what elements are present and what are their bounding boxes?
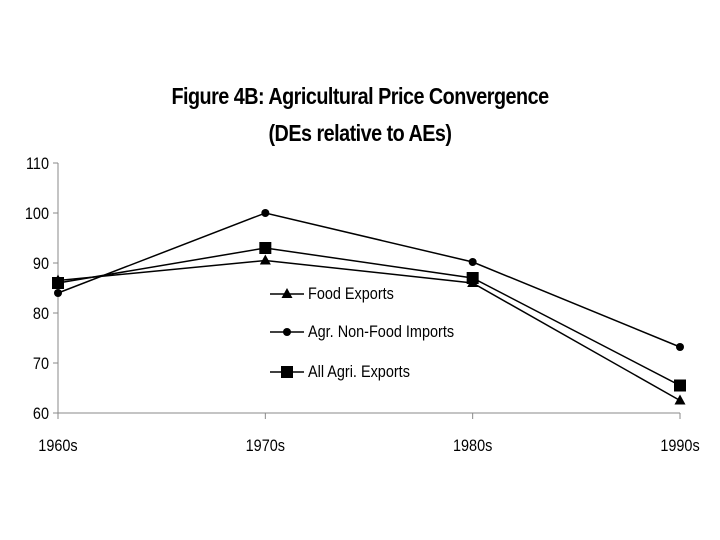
data-point-agr-non-food-imports [54, 289, 62, 297]
series-line-all-agri-exports [57, 247, 681, 387]
y-tick-label: 60 [33, 405, 49, 423]
chart-subtitle: (DEs relative to AEs) [268, 120, 452, 146]
chart-title: Figure 4B: Agricultural Price Convergenc… [171, 83, 549, 109]
data-point-food-exports [259, 254, 271, 265]
series-line-agr-non-food-imports [57, 212, 681, 348]
data-point-agr-non-food-imports [261, 209, 270, 217]
data-point-all-agri-exports [259, 242, 272, 254]
y-tick-label: 100 [25, 205, 49, 223]
legend-marker-all-agri-exports [281, 366, 293, 378]
y-tick-label: 70 [33, 355, 49, 373]
data-point-all-agri-exports [674, 379, 686, 392]
y-tick-label: 90 [33, 255, 49, 273]
legend-label-agr-non-food-imports: Agr. Non-Food Imports [308, 323, 454, 341]
x-tick-label: 1970s [246, 437, 285, 455]
legend-marker-food-exports [281, 288, 293, 298]
y-tick-label: 80 [33, 305, 49, 323]
x-tick-label: 1960s [38, 437, 77, 455]
y-tick-label: 110 [26, 155, 49, 173]
legend: Food Exports Agr. Non-Food Imports All Agr… [270, 285, 454, 381]
legend-label-food-exports: Food Exports [308, 285, 394, 303]
data-point-all-agri-exports [52, 277, 64, 289]
data-point-agr-non-food-imports [468, 258, 477, 266]
x-tick-label: 1990s [660, 437, 699, 455]
series-line-food-exports [57, 259, 681, 402]
series-group [52, 209, 686, 405]
axes: 60 70 80 90 100 110 1960s 1970s 1980s 1990s [25, 155, 700, 455]
x-tick-label: 1980s [453, 437, 492, 455]
data-point-agr-non-food-imports [676, 343, 684, 351]
legend-marker-agr-non-food-imports [283, 328, 291, 336]
legend-label-all-agri-exports: All Agri. Exports [308, 363, 410, 381]
data-point-all-agri-exports [466, 272, 479, 284]
data-point-food-exports [674, 394, 686, 405]
